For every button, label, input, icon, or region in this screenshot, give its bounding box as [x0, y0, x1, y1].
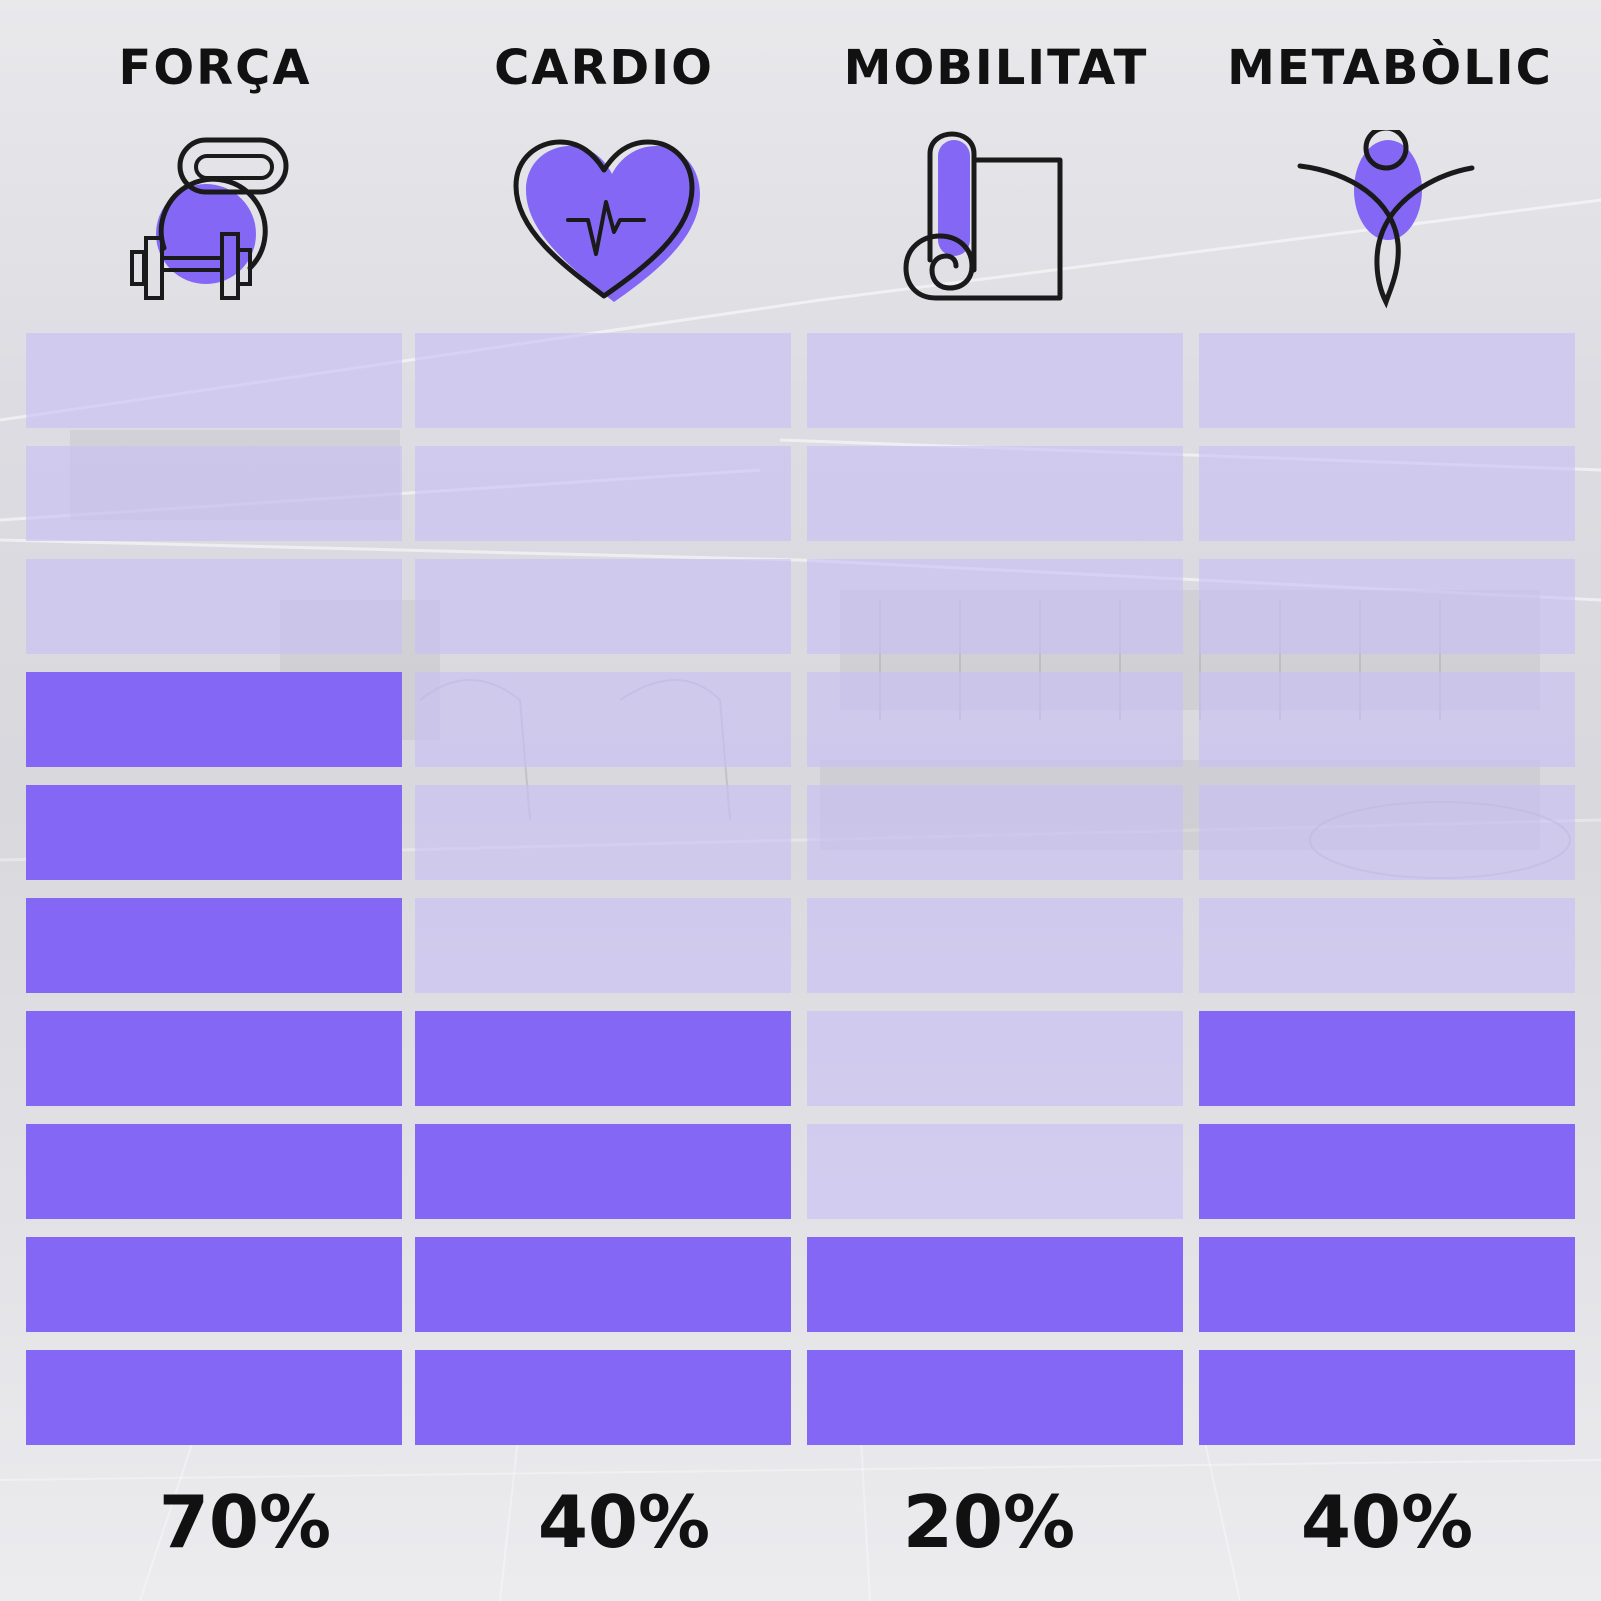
bar-segment-3-2-filled: [807, 1237, 1183, 1332]
bar-segment-4-8-empty: [1199, 559, 1575, 654]
bar-segment-2-5-empty: [415, 898, 791, 993]
bar-segment-1-6-filled: [26, 785, 402, 880]
bar-segment-4-1-filled: [1199, 1350, 1575, 1445]
bar-segment-1-1-filled: [26, 1350, 402, 1445]
bar-segment-2-2-filled: [415, 1237, 791, 1332]
bar-segment-2-6-empty: [415, 785, 791, 880]
category-title-mobilitat: MOBILITAT: [843, 40, 1149, 96]
bar-segment-1-8-empty: [26, 559, 402, 654]
bar-segment-2-4-filled: [415, 1011, 791, 1106]
bar-segment-2-7-empty: [415, 672, 791, 767]
bar-segment-2-3-filled: [415, 1124, 791, 1219]
bar-segment-4-10-empty: [1199, 333, 1575, 428]
heart-pulse-icon: [513, 139, 700, 302]
bar-segment-4-5-empty: [1199, 898, 1575, 993]
bar-segment-4-3-filled: [1199, 1124, 1575, 1219]
bar-segment-4-4-filled: [1199, 1011, 1575, 1106]
category-title-metabolic: METABÒLIC: [1227, 40, 1553, 96]
bar-segment-4-6-empty: [1199, 785, 1575, 880]
bar-segment-1-10-empty: [26, 333, 402, 428]
body-figure-icon: [1297, 130, 1475, 309]
bar-segment-1-9-empty: [26, 446, 402, 541]
bar-segment-3-10-empty: [807, 333, 1183, 428]
bar-segment-2-9-empty: [415, 446, 791, 541]
bar-segment-3-6-empty: [807, 785, 1183, 880]
yoga-mat-icon: [903, 131, 1063, 301]
value-label-mobilitat: 20%: [902, 1480, 1076, 1564]
bar-segment-2-8-empty: [415, 559, 791, 654]
value-label-cardio: 40%: [537, 1480, 711, 1564]
bar-segment-3-9-empty: [807, 446, 1183, 541]
bar-segment-4-2-filled: [1199, 1237, 1575, 1332]
value-label-metabolic: 40%: [1300, 1480, 1474, 1564]
bar-segment-3-4-empty: [807, 1011, 1183, 1106]
bar-segment-1-4-filled: [26, 1011, 402, 1106]
bar-segment-4-7-empty: [1199, 672, 1575, 767]
bar-segment-4-9-empty: [1199, 446, 1575, 541]
bar-segment-3-1-filled: [807, 1350, 1183, 1445]
bar-segment-1-7-filled: [26, 672, 402, 767]
bar-segment-3-8-empty: [807, 559, 1183, 654]
category-title-cardio: CARDIO: [494, 40, 714, 96]
bar-segment-3-5-empty: [807, 898, 1183, 993]
category-title-forca: FORÇA: [118, 40, 312, 96]
bar-segment-3-3-empty: [807, 1124, 1183, 1219]
bar-segment-1-3-filled: [26, 1124, 402, 1219]
bar-segment-3-7-empty: [807, 672, 1183, 767]
value-label-forca: 70%: [158, 1480, 332, 1564]
bar-segment-1-2-filled: [26, 1237, 402, 1332]
bar-segment-2-1-filled: [415, 1350, 791, 1445]
bar-segment-2-10-empty: [415, 333, 791, 428]
bar-segment-1-5-filled: [26, 898, 402, 993]
kettlebell-dumbbell-icon: [130, 137, 289, 300]
